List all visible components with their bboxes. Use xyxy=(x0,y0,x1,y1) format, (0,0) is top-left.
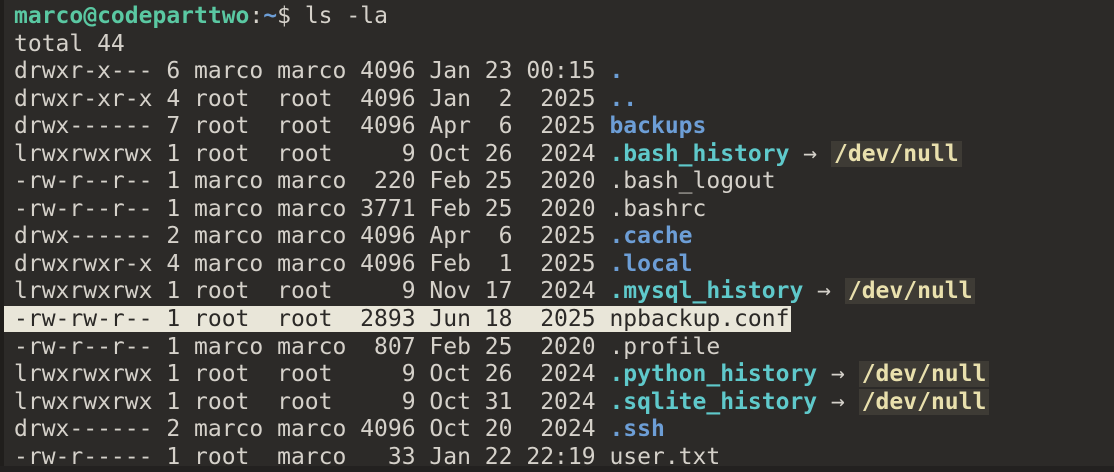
file-row: drwx------ 7 root root 4096 Apr 6 2025 b… xyxy=(14,113,1114,141)
symlink-target: /dev/null xyxy=(858,388,990,415)
file-row-content: -rw-r--r-- 1 marco marco 220 Feb 25 2020… xyxy=(14,168,776,194)
file-row-content: lrwxrwxrwx 1 root root 9 Nov 17 2024 .my… xyxy=(14,278,976,305)
file-name: .profile xyxy=(609,333,721,360)
total-line: total 44 xyxy=(14,30,125,57)
file-name: .cache xyxy=(609,223,693,250)
file-row-content: -rw-r--r-- 1 marco marco 807 Feb 25 2020… xyxy=(14,334,720,360)
file-row: lrwxrwxrwx 1 root root 9 Oct 26 2024 .py… xyxy=(14,361,1114,389)
file-name: . xyxy=(609,58,624,85)
prompt-symbol: $ xyxy=(277,3,291,29)
file-row: drwxr-x--- 6 marco marco 4096 Jan 23 00:… xyxy=(14,58,1114,86)
file-row-content: -rw-r----- 1 root marco 33 Jan 22 22:19 … xyxy=(14,444,720,470)
symlink-arrow: → xyxy=(803,278,845,305)
file-row-content: -rw-r--r-- 1 marco marco 3771 Feb 25 202… xyxy=(14,196,706,222)
file-meta: -rw-r--r-- 1 marco marco 3771 Feb 25 202… xyxy=(14,195,610,222)
terminal-output: marco@codeparttwo:~$ ls -la total 44 drwx… xyxy=(4,3,1114,472)
file-row: lrwxrwxrwx 1 root root 9 Oct 31 2024 .sq… xyxy=(14,388,1114,417)
file-meta: -rw-rw-r-- 1 root root 2893 Jun 18 2025 xyxy=(14,306,610,333)
symlink-arrow: → xyxy=(817,361,859,388)
file-row: lrwxrwxrwx 1 root root 9 Nov 17 2024 .my… xyxy=(14,278,1114,306)
file-meta: -rw-r--r-- 1 marco marco 220 Feb 25 2020 xyxy=(14,168,610,195)
file-row-content: lrwxrwxrwx 1 root root 9 Oct 31 2024 .sq… xyxy=(14,388,990,415)
file-name: .sqlite_history xyxy=(609,388,818,415)
file-row: -rw-r--r-- 1 marco marco 3771 Feb 25 202… xyxy=(14,196,1114,224)
file-listing: drwxr-x--- 6 marco marco 4096 Jan 23 00:… xyxy=(4,58,1114,472)
file-row-content: drwxr-x--- 6 marco marco 4096 Jan 23 00:… xyxy=(14,58,623,84)
file-name: .python_history xyxy=(609,361,818,388)
symlink-target: /dev/null xyxy=(831,140,962,167)
file-name: user.txt xyxy=(609,443,721,470)
command-text: ls -la xyxy=(304,3,388,29)
file-row: lrwxrwxrwx 1 root root 9 Oct 26 2024 .ba… xyxy=(14,140,1114,169)
file-name: .ssh xyxy=(609,416,665,443)
file-row-content: drwx------ 2 marco marco 4096 Oct 20 202… xyxy=(14,416,665,442)
file-name: backups xyxy=(609,113,707,140)
file-row: drwx------ 2 marco marco 4096 Apr 6 2025… xyxy=(14,223,1114,251)
file-meta: drwx------ 7 root root 4096 Apr 6 2025 xyxy=(14,113,610,140)
file-meta: drwxr-xr-x 4 root root 4096 Jan 2 2025 xyxy=(14,85,610,112)
file-meta: drwxrwxr-x 4 marco marco 4096 Feb 1 2025 xyxy=(14,250,610,277)
file-meta: lrwxrwxrwx 1 root root 9 Oct 26 2024 xyxy=(14,361,610,388)
file-meta: -rw-r----- 1 root marco 33 Jan 22 22:19 xyxy=(14,443,610,470)
file-row: drwx------ 2 marco marco 4096 Oct 20 202… xyxy=(14,416,1114,444)
file-row-content: lrwxrwxrwx 1 root root 9 Oct 26 2024 .py… xyxy=(14,361,990,388)
file-name: .bashrc xyxy=(609,195,707,222)
symlink-target: /dev/null xyxy=(844,278,976,305)
file-name: .bash_history xyxy=(609,140,790,167)
file-row-content: drwxr-xr-x 4 root root 4096 Jan 2 2025 .… xyxy=(14,86,637,112)
symlink-arrow: → xyxy=(789,140,831,167)
file-name: npbackup.conf xyxy=(609,306,790,333)
file-name: .. xyxy=(609,85,638,112)
symlink-arrow: → xyxy=(817,388,859,415)
file-meta: -rw-r--r-- 1 marco marco 807 Feb 25 2020 xyxy=(14,333,610,360)
file-meta: drwx------ 2 marco marco 4096 Oct 20 202… xyxy=(14,416,610,443)
prompt-user-host: marco@codeparttwo xyxy=(14,3,250,29)
symlink-target: /dev/null xyxy=(858,361,990,388)
file-meta: lrwxrwxrwx 1 root root 9 Oct 31 2024 xyxy=(14,388,610,415)
prompt-line: marco@codeparttwo:~$ ls -la xyxy=(14,3,1114,31)
file-meta: drwx------ 2 marco marco 4096 Apr 6 2025 xyxy=(14,223,610,250)
file-row: -rw-r--r-- 1 marco marco 220 Feb 25 2020… xyxy=(14,168,1114,196)
window-left-border xyxy=(0,0,4,472)
file-meta: lrwxrwxrwx 1 root root 9 Oct 26 2024 xyxy=(14,140,610,167)
window-bottom-border xyxy=(0,466,1114,472)
file-row: -rw-r----- 1 root marco 33 Jan 22 22:19 … xyxy=(14,444,1114,472)
file-row: drwxrwxr-x 4 marco marco 4096 Feb 1 2025… xyxy=(14,251,1114,279)
file-meta: drwxr-x--- 6 marco marco 4096 Jan 23 00:… xyxy=(14,58,610,85)
file-row-content: drwx------ 7 root root 4096 Apr 6 2025 b… xyxy=(14,113,706,139)
file-row-content: lrwxrwxrwx 1 root root 9 Oct 26 2024 .ba… xyxy=(14,140,962,167)
file-row: -rw-rw-r-- 1 root root 2893 Jun 18 2025 … xyxy=(4,306,1114,334)
file-meta: lrwxrwxrwx 1 root root 9 Nov 17 2024 xyxy=(14,278,610,305)
prompt-separator: : xyxy=(249,3,264,29)
file-name: .local xyxy=(609,250,693,277)
file-row: -rw-r--r-- 1 marco marco 807 Feb 25 2020… xyxy=(14,334,1114,362)
file-row-content: drwxrwxr-x 4 marco marco 4096 Feb 1 2025… xyxy=(14,251,693,277)
prompt-cwd: ~ xyxy=(263,3,278,29)
file-row: drwxr-xr-x 4 root root 4096 Jan 2 2025 .… xyxy=(14,86,1114,114)
file-row-content: drwx------ 2 marco marco 4096 Apr 6 2025… xyxy=(14,223,693,249)
file-row-content: -rw-rw-r-- 1 root root 2893 Jun 18 2025 … xyxy=(4,306,792,333)
file-name: .bash_logout xyxy=(609,168,776,195)
file-name: .mysql_history xyxy=(609,278,804,305)
